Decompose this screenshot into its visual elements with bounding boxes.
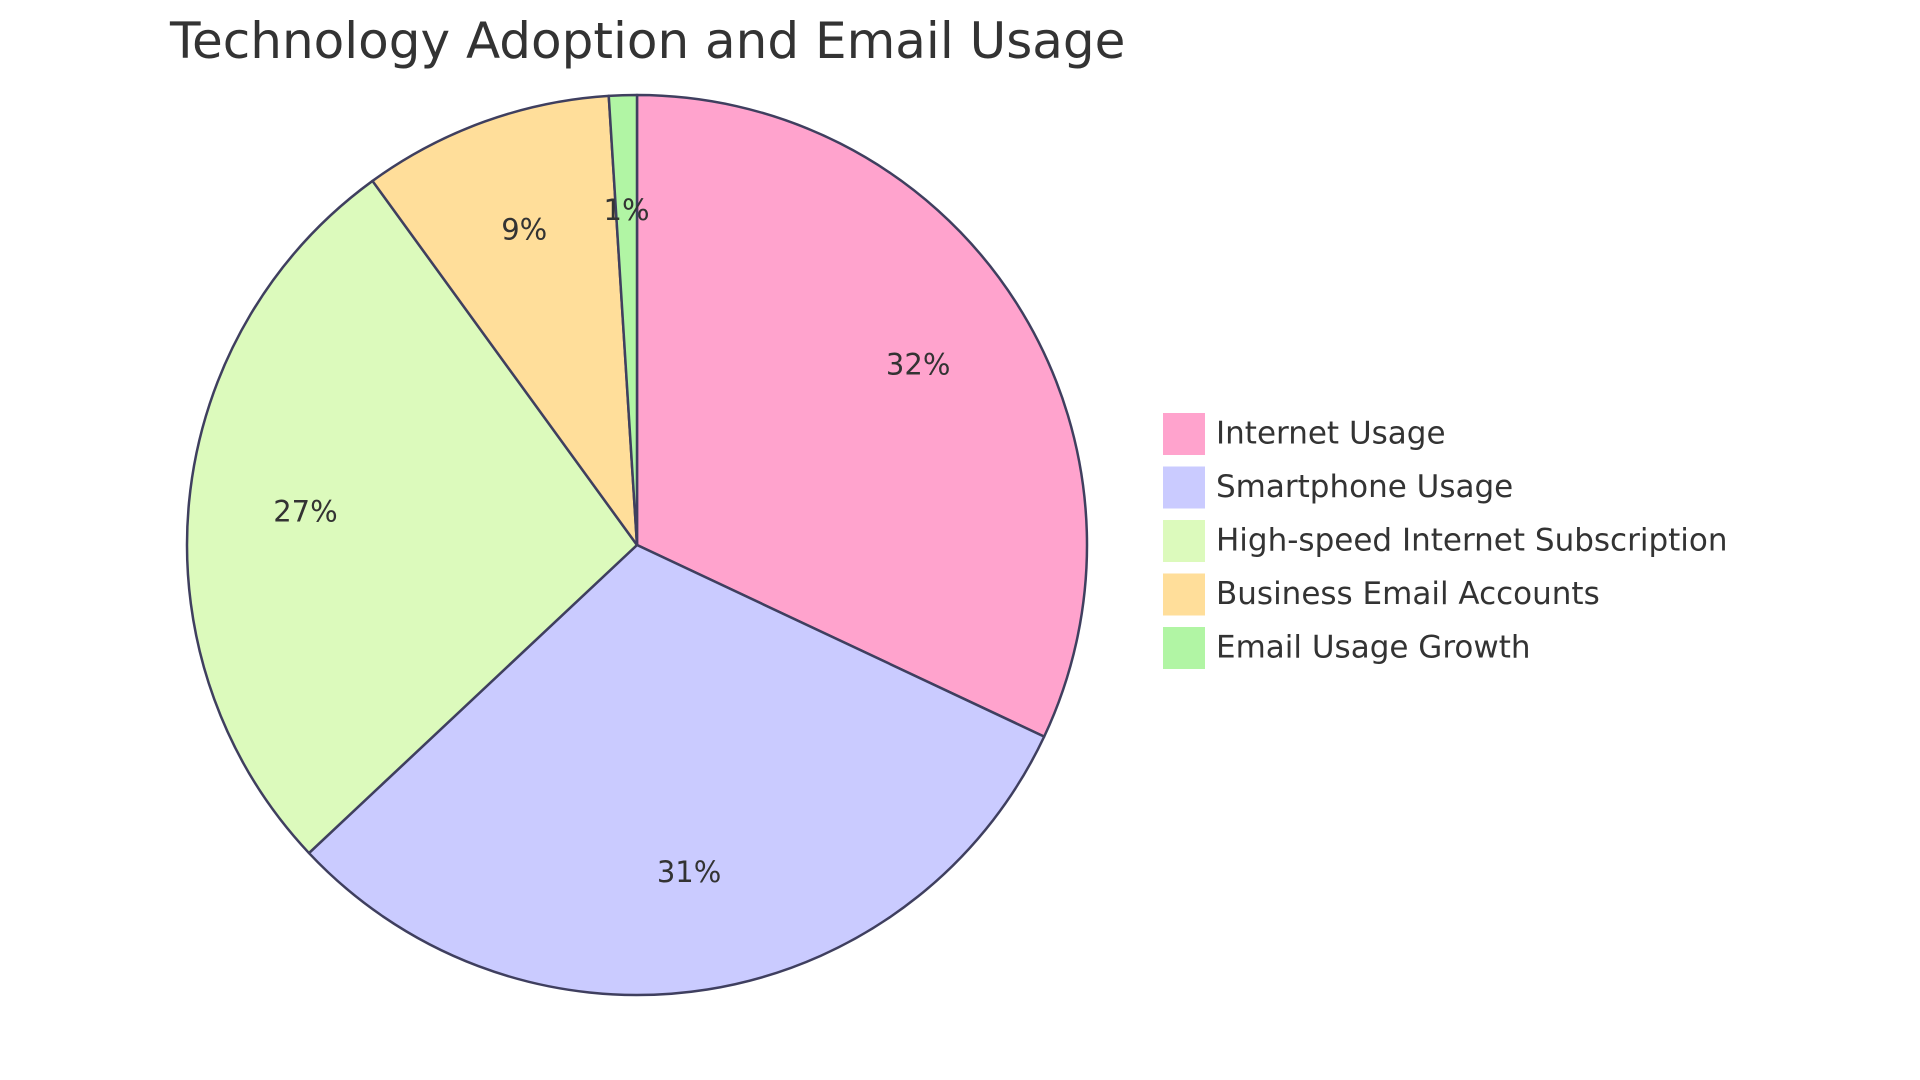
pie-slice-2	[185, 179, 639, 855]
legend-swatch-1	[1161, 464, 1207, 511]
slice-label-4: 1%	[604, 193, 650, 227]
pie-slices	[185, 93, 1089, 997]
pie-slice-3	[371, 94, 639, 547]
slice-label-1: 31%	[657, 855, 721, 889]
legend: Internet Usage Smartphone Usage High-speed…	[1161, 411, 1728, 671]
slice-label-2: 27%	[273, 495, 337, 529]
chart-title: Technology Adoption and Email Usage	[169, 12, 1125, 70]
pie-slice-labels: 32% 31% 27% 9% 1%	[273, 193, 950, 889]
legend-label-0: Internet Usage	[1216, 416, 1446, 452]
legend-swatch-3	[1161, 571, 1207, 618]
legend-label-2: High-speed Internet Subscription	[1216, 523, 1728, 559]
legend-label-1: Smartphone Usage	[1216, 469, 1513, 505]
legend-swatch-2	[1161, 518, 1207, 564]
legend-label-4: Email Usage Growth	[1216, 630, 1531, 666]
slice-label-3: 9%	[501, 213, 547, 247]
pie-slice-4	[607, 93, 639, 547]
pie-slice-1	[307, 543, 1046, 997]
legend-swatch-4	[1161, 625, 1207, 671]
pie-slice-0	[635, 93, 1089, 738]
legend-swatch-0	[1161, 411, 1207, 457]
slice-label-0: 32%	[886, 348, 950, 382]
legend-label-3: Business Email Accounts	[1216, 576, 1600, 612]
